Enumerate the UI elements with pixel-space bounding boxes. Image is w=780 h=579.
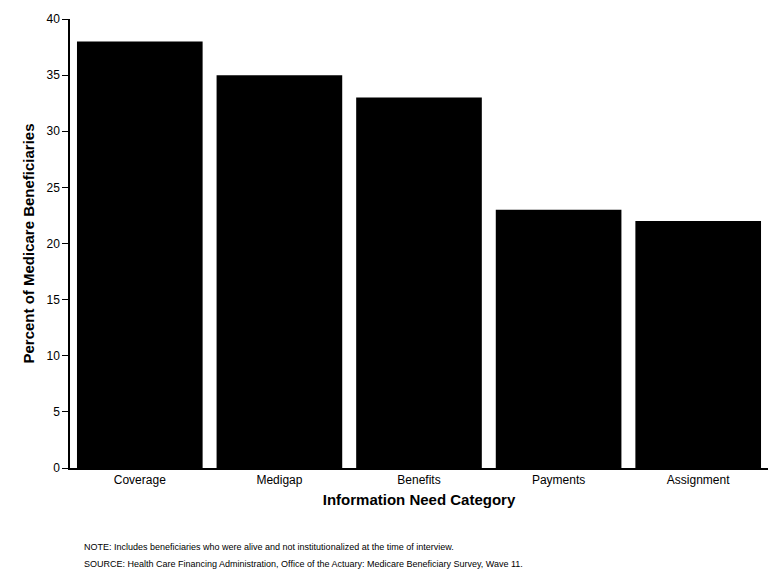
svg-text:10: 10 [46, 349, 60, 363]
svg-text:Payments: Payments [532, 473, 585, 487]
svg-text:Percent of Medicare Beneficiar: Percent of Medicare Beneficiaries [20, 123, 37, 363]
svg-text:NOTE: Includes beneficiaries w: NOTE: Includes beneficiaries who were al… [84, 542, 454, 552]
svg-text:0: 0 [53, 461, 60, 475]
svg-text:5: 5 [53, 405, 60, 419]
svg-text:SOURCE: Health Care Financing: SOURCE: Health Care Financing Administra… [84, 559, 523, 569]
svg-text:25: 25 [46, 181, 60, 195]
svg-text:20: 20 [46, 237, 60, 251]
svg-text:Assignment: Assignment [667, 473, 730, 487]
svg-text:Coverage: Coverage [114, 473, 166, 487]
svg-text:Benefits: Benefits [397, 473, 440, 487]
svg-text:35: 35 [46, 68, 60, 82]
svg-text:Medigap: Medigap [256, 473, 302, 487]
svg-text:40: 40 [46, 12, 60, 26]
svg-text:30: 30 [46, 124, 60, 138]
svg-text:15: 15 [46, 293, 60, 307]
svg-text:Information Need Category: Information Need Category [323, 491, 516, 508]
